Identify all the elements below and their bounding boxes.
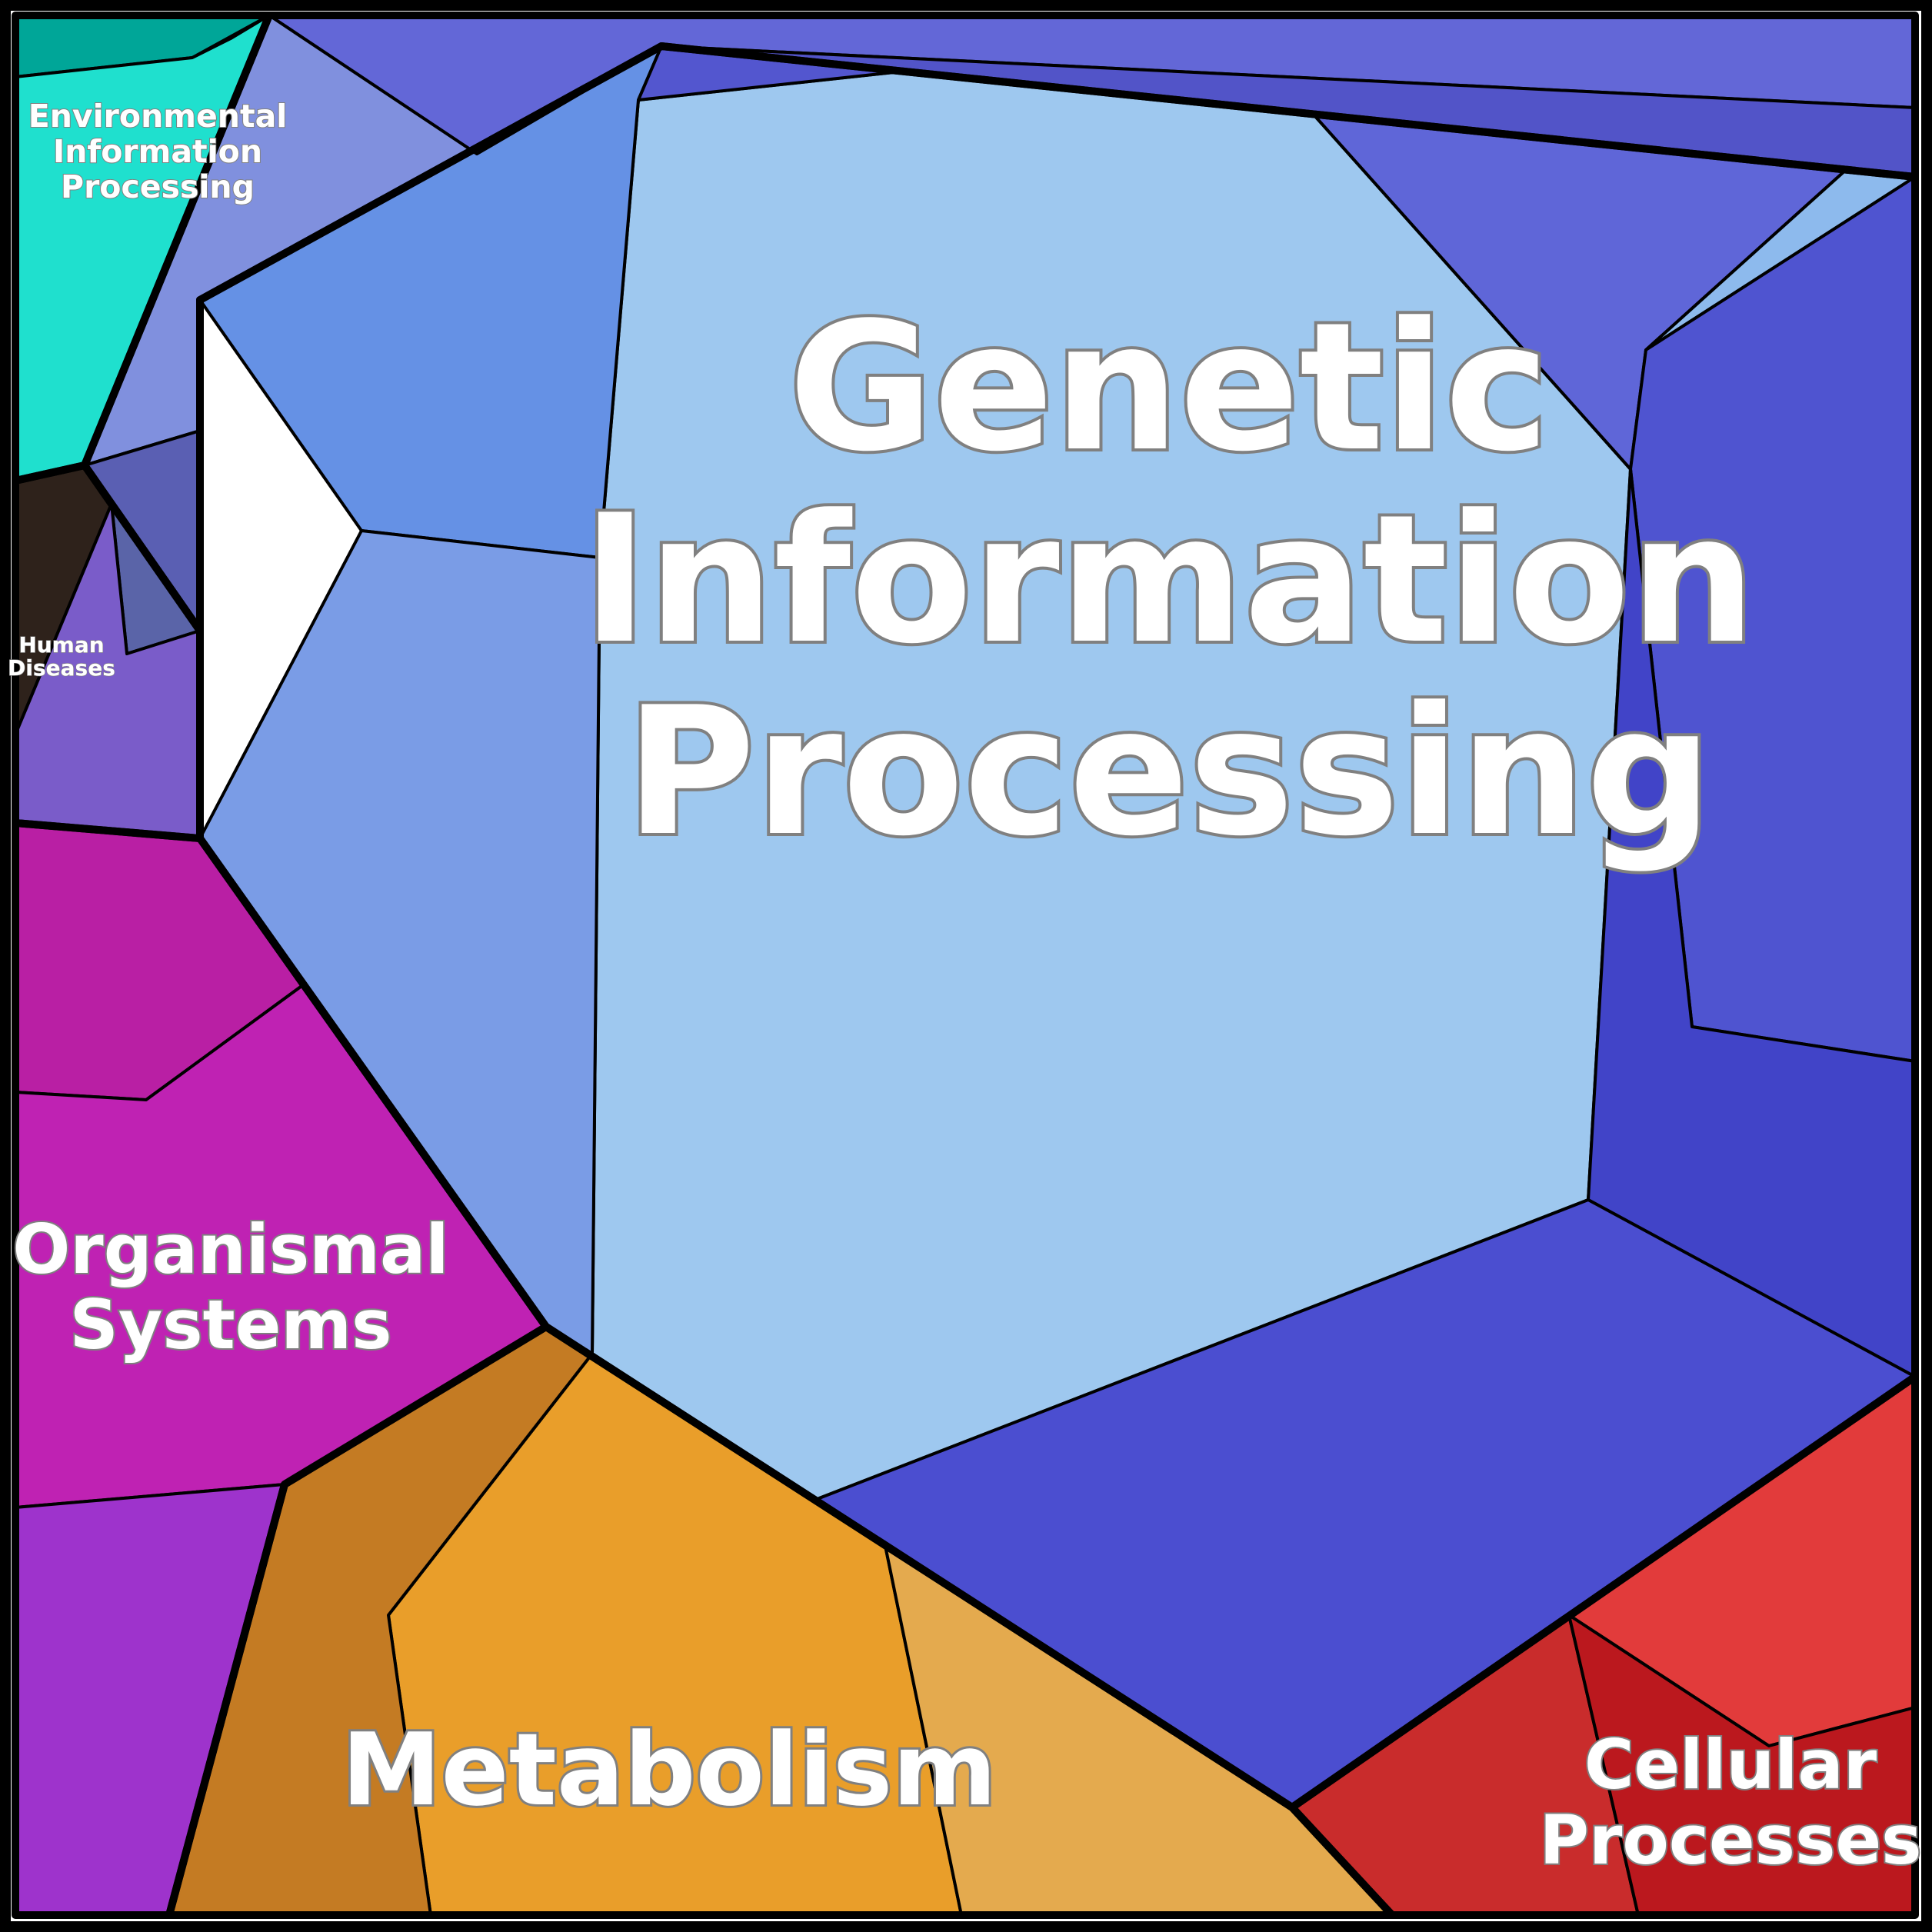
label-line: Diseases [8,655,115,681]
label-line: Processes [1539,1800,1921,1880]
label-line: Organismal [12,1210,448,1289]
label-line: Information [582,478,1756,683]
label-line: Processing [625,670,1712,875]
label-line: Human [18,632,104,658]
label-line: Cellular [1584,1725,1877,1804]
label-line: Environmental [28,98,288,135]
label-line: Genetic [788,285,1550,491]
label-cellular-processes: CellularProcesses [1539,1725,1921,1880]
label-line: Systems [70,1285,392,1364]
label-line: Metabolism [341,1711,997,1828]
voronoi-treemap: GeneticInformationProcessingMetabolismOr… [0,0,1932,1932]
label-line: Processing [61,168,255,205]
label-line: Information [53,133,262,170]
label-human-diseases: HumanDiseases [8,632,115,681]
label-environmental-information-processing: EnvironmentalInformationProcessing [28,98,288,205]
label-metabolism: Metabolism [341,1711,997,1828]
label-organismal-systems: OrganismalSystems [12,1210,448,1364]
